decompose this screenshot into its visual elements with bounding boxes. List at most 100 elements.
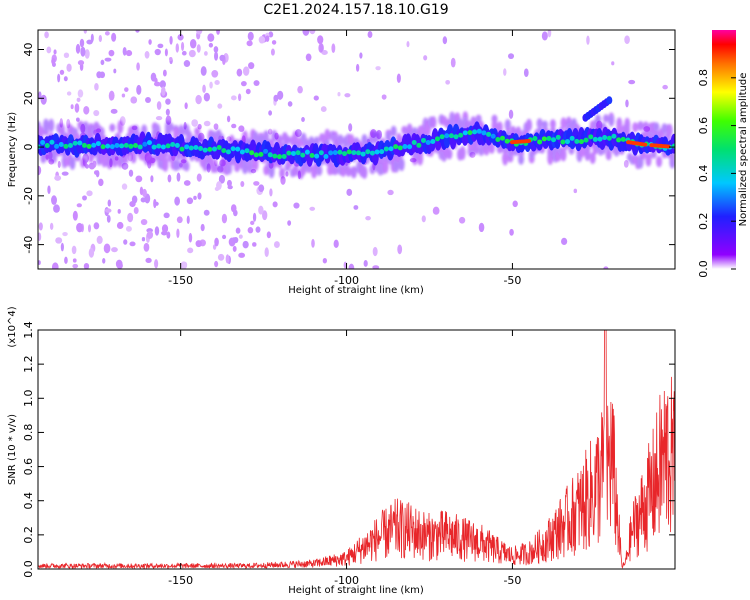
spectrogram-ytick-label: -40 — [22, 236, 35, 254]
noise-speck — [150, 175, 154, 183]
ridge-core — [304, 149, 310, 155]
snr-ytick-label: 0.6 — [22, 458, 35, 476]
noise-speck — [96, 71, 102, 79]
noise-speck — [586, 35, 590, 45]
noise-speck — [214, 51, 219, 61]
ridge-halo — [549, 119, 556, 130]
noise-speck — [346, 188, 353, 196]
ridge-halo — [271, 130, 278, 143]
noise-speck — [272, 201, 278, 208]
noise-speck — [146, 228, 154, 233]
colorbar-label: Normalized spectral amplitude — [738, 73, 749, 227]
noise-speck — [160, 90, 168, 98]
ridge-core — [109, 144, 115, 150]
ridge-core — [198, 146, 204, 152]
noise-speck — [140, 218, 148, 226]
ridge-halo — [279, 167, 286, 179]
ridge-core — [620, 136, 626, 142]
noise-speck — [197, 192, 202, 200]
ridge-core — [170, 141, 176, 147]
noise-speck — [140, 197, 146, 203]
ridge-core — [532, 136, 538, 142]
noise-speck — [167, 174, 172, 183]
ridge-halo — [212, 163, 219, 173]
ridge-halo — [252, 157, 259, 171]
ridge-core — [318, 150, 324, 156]
colorbar-tick-label: 0.8 — [697, 69, 710, 87]
ridge-core — [277, 154, 283, 160]
ridge-halo — [348, 134, 355, 145]
noise-speck — [80, 46, 86, 57]
ridge-halo — [446, 148, 453, 160]
noise-speck — [313, 95, 319, 101]
ridge-core — [448, 133, 454, 139]
noise-speck — [143, 242, 150, 252]
noise-speck — [270, 48, 275, 56]
ridge-halo — [430, 116, 437, 129]
ridge-core — [611, 133, 617, 139]
noise-speck — [38, 165, 42, 176]
noise-speck — [238, 234, 243, 239]
ridge-core — [551, 137, 557, 143]
noise-speck — [261, 34, 268, 43]
noise-speck — [51, 57, 56, 65]
snr-ytick-label: 0.8 — [22, 424, 35, 442]
noise-speck — [250, 220, 255, 225]
ridge-halo — [80, 158, 87, 168]
ridge-core — [54, 143, 60, 149]
noise-speck — [432, 206, 440, 215]
spectrogram-ytick-label: -20 — [22, 187, 35, 205]
noise-speck — [200, 66, 207, 76]
ridge-core — [314, 153, 320, 159]
noise-speck — [238, 252, 246, 258]
noise-speck — [214, 260, 219, 268]
ridge-core — [476, 128, 482, 134]
noise-speck — [214, 80, 220, 85]
noise-speck — [242, 240, 249, 249]
noise-speck — [159, 80, 166, 89]
noise-speck — [226, 179, 232, 187]
noise-speck — [214, 237, 219, 247]
noise-speck — [228, 237, 236, 247]
noise-speck — [344, 93, 351, 98]
noise-speck — [82, 195, 87, 201]
noise-speck — [265, 32, 270, 39]
noise-speck — [273, 94, 279, 102]
noise-speck — [320, 106, 327, 113]
ridge-peak — [665, 144, 671, 149]
noise-speck — [541, 31, 548, 41]
noise-speck — [204, 51, 208, 56]
ridge-core — [286, 150, 292, 156]
ridge-halo — [324, 128, 331, 143]
spectrogram-heatmap — [38, 30, 675, 269]
noise-speck — [509, 228, 514, 236]
noise-speck — [372, 246, 378, 257]
noise-speck — [203, 92, 210, 102]
noise-speck — [195, 30, 203, 35]
noise-speck — [169, 57, 173, 62]
ridge-halo — [491, 114, 498, 124]
ridge-halo — [595, 114, 602, 125]
noise-speck — [70, 104, 74, 110]
ridge-core — [351, 150, 357, 156]
noise-speck — [183, 60, 191, 68]
ridge-halo — [398, 157, 405, 171]
ridge-halo — [526, 118, 533, 132]
noise-speck — [238, 125, 245, 132]
noise-speck — [121, 93, 126, 98]
noise-speck — [222, 234, 227, 240]
noise-speck — [93, 222, 100, 230]
ridge-halo — [589, 152, 596, 164]
noise-speck — [99, 71, 106, 79]
noise-speck — [191, 119, 199, 127]
ridge-core — [142, 141, 148, 147]
colorbar: 0.0 0.2 0.4 0.6 0.8 Normalized spectral ampl… — [697, 30, 749, 278]
noise-speck — [387, 189, 394, 196]
noise-speck — [165, 108, 170, 116]
ridge-core — [300, 152, 306, 158]
ridge-peak — [642, 142, 648, 147]
ridge-core — [216, 144, 222, 150]
ridge-halo — [117, 120, 124, 134]
ridge-core — [156, 143, 162, 149]
ridge-halo — [162, 158, 169, 172]
